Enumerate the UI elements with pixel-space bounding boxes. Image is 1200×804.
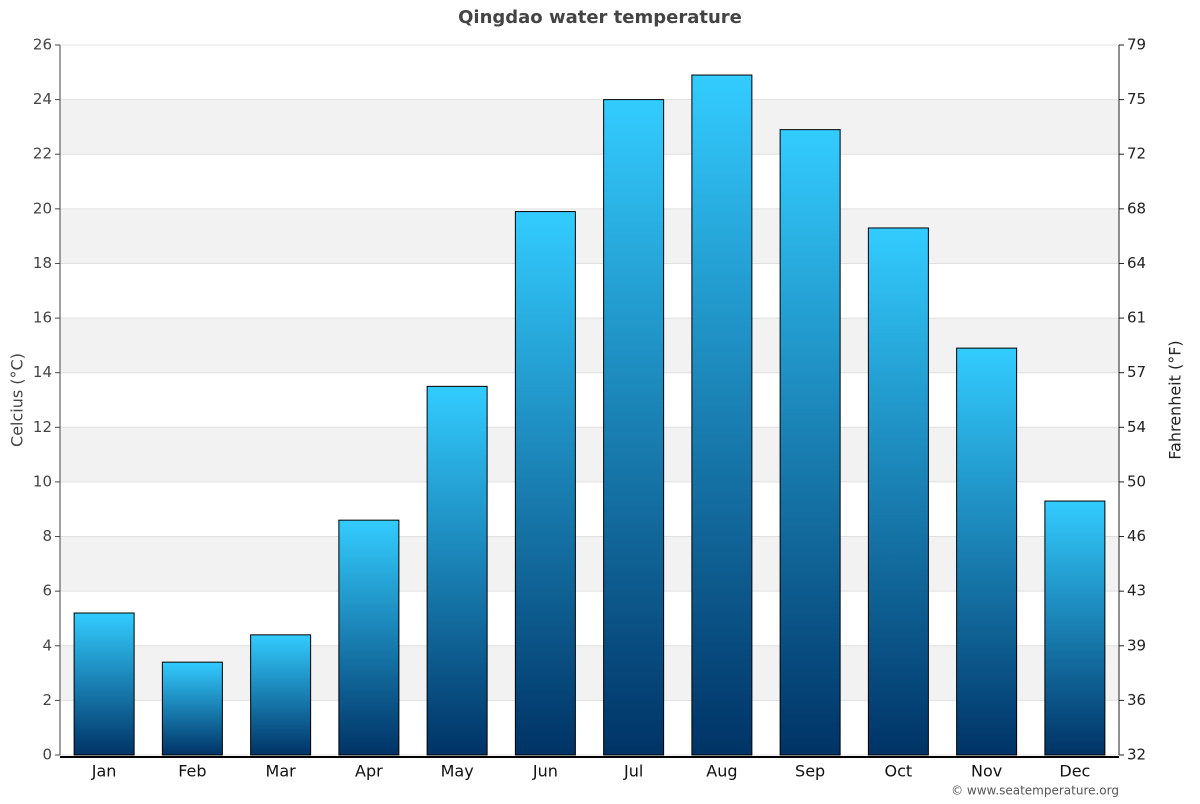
y-tick-label: 0 (42, 746, 52, 764)
y2-tick-label: 68 (1127, 199, 1146, 217)
y2-tick-label: 61 (1127, 309, 1146, 327)
y-tick-label: 10 (33, 472, 52, 490)
y2-tick-label: 57 (1127, 363, 1146, 381)
y2-tick-label: 75 (1127, 90, 1146, 108)
bar (514, 211, 576, 756)
y-tick-label: 8 (42, 527, 52, 545)
y2-tick-label: 39 (1127, 636, 1146, 654)
y-tick-label: 18 (33, 254, 52, 272)
grid-band (60, 536, 1119, 592)
y2-tick-label: 79 (1127, 36, 1146, 54)
x-tick-label: Nov (971, 762, 1002, 781)
x-tick-label: Dec (1059, 762, 1090, 781)
x-tick-label: Mar (266, 762, 297, 781)
bar (603, 99, 665, 756)
y-axis-label: Celcius (°C) (8, 353, 27, 447)
x-tick-label: May (441, 762, 474, 781)
x-tick-label: Jan (91, 762, 117, 781)
x-tick-label: Jul (623, 762, 643, 781)
y-tick-label: 24 (33, 90, 52, 108)
grid-band (60, 427, 1119, 482)
y2-tick-label: 32 (1127, 746, 1146, 764)
y-tick-label: 2 (42, 691, 52, 709)
y2-tick-label: 72 (1127, 145, 1146, 163)
y2-tick-label: 50 (1127, 472, 1146, 490)
credit: © www.seatemperature.org (951, 784, 1119, 798)
y-tick-label: 26 (33, 36, 52, 54)
x-tick-label: Apr (355, 762, 383, 781)
bar (250, 634, 312, 756)
y2-tick-label: 36 (1127, 691, 1146, 709)
bar (338, 519, 400, 756)
y-tick-label: 12 (33, 418, 52, 436)
y2-tick-label: 64 (1127, 254, 1146, 272)
grid-band (60, 208, 1119, 264)
y-tick-label: 14 (33, 363, 52, 381)
chart-title: Qingdao water temperature (458, 7, 742, 28)
bar (779, 129, 841, 756)
y-tick-label: 16 (33, 309, 52, 327)
bar (161, 661, 223, 756)
x-tick-label: Aug (706, 762, 737, 781)
bar (691, 74, 753, 756)
grid-band (60, 318, 1119, 373)
y2-tick-label: 54 (1127, 418, 1146, 436)
bar (956, 347, 1018, 756)
grid-band (60, 645, 1119, 701)
y2-axis-label: Fahrenheit (°F) (1166, 340, 1185, 459)
bar (73, 612, 135, 756)
bar (1044, 500, 1106, 756)
y-tick-label: 22 (33, 145, 52, 163)
x-tick-label: Jun (532, 762, 558, 781)
bar (426, 385, 488, 756)
y2-tick-label: 43 (1127, 582, 1146, 600)
y-tick-label: 4 (42, 636, 52, 654)
y2-tick-label: 46 (1127, 527, 1146, 545)
bar (867, 227, 929, 756)
y-tick-label: 20 (33, 199, 52, 217)
x-tick-label: Oct (885, 762, 913, 781)
x-tick-label: Feb (178, 762, 206, 781)
x-tick-label: Sep (795, 762, 825, 781)
grid-band (60, 99, 1119, 155)
y-tick-label: 6 (42, 582, 52, 600)
